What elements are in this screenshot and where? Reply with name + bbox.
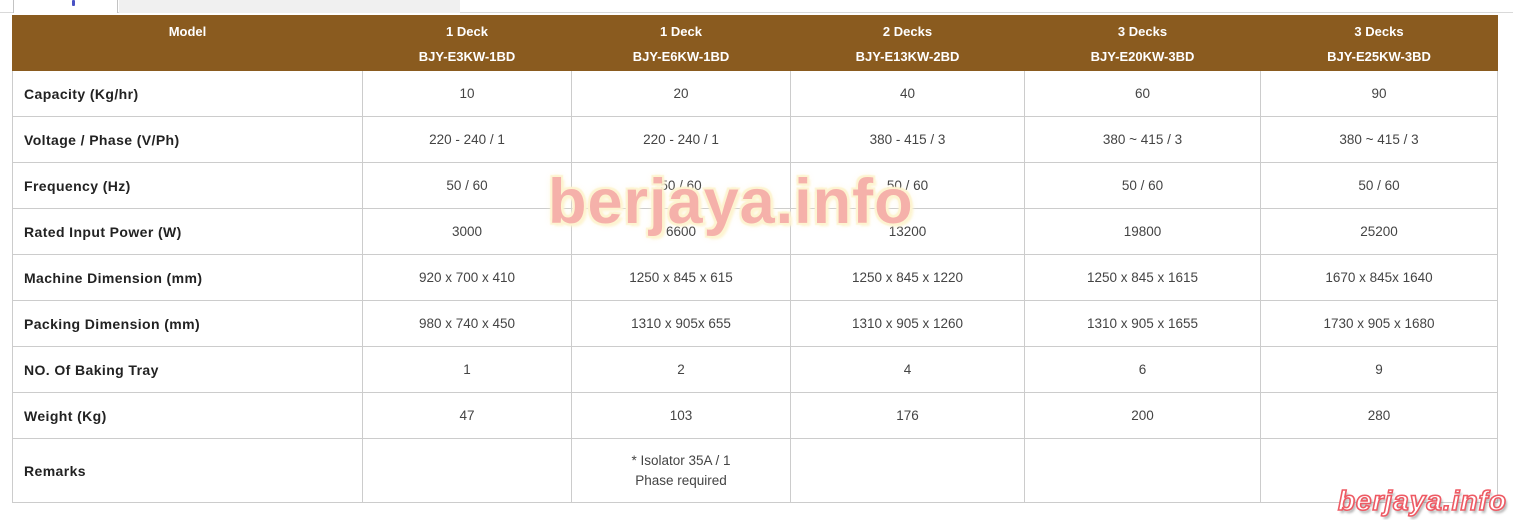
table-row-weight: Weight (Kg) 47 103 176 200 280	[12, 392, 1498, 439]
spec-cell: 2	[571, 346, 791, 393]
table-row-frequency: Frequency (Hz) 50 / 60 50 / 60 50 / 60 5…	[12, 162, 1498, 209]
deck-count: 3 Decks	[1354, 24, 1404, 39]
spec-cell: 1730 x 905 x 1680	[1260, 300, 1498, 347]
spec-cell: 90	[1260, 70, 1498, 117]
spec-cell: 13200	[790, 208, 1025, 255]
header-column-4: 3 Decks BJY-E20KW-3BD	[1024, 15, 1261, 71]
spec-cell: 50 / 60	[1024, 162, 1261, 209]
spec-cell: 920 x 700 x 410	[362, 254, 572, 301]
spec-cell: 4	[790, 346, 1025, 393]
spec-cell: 200	[1024, 392, 1261, 439]
spec-cell: 103	[571, 392, 791, 439]
spec-cell	[362, 438, 572, 503]
active-tab-label-fragment	[72, 0, 75, 6]
spec-cell: 1250 x 845 x 1220	[790, 254, 1025, 301]
row-label: Weight (Kg)	[12, 392, 363, 439]
tab-bar	[0, 0, 1513, 13]
model-number: BJY-E13KW-2BD	[855, 49, 960, 64]
row-label: Packing Dimension (mm)	[12, 300, 363, 347]
spec-cell: 1	[362, 346, 572, 393]
spec-cell: 50 / 60	[362, 162, 572, 209]
table-row-baking-tray: NO. Of Baking Tray 1 2 4 6 9	[12, 346, 1498, 393]
header-column-2: 1 Deck BJY-E6KW-1BD	[571, 15, 791, 71]
table-row-packing-dimension: Packing Dimension (mm) 980 x 740 x 450 1…	[12, 300, 1498, 347]
deck-count: 1 Deck	[446, 24, 488, 39]
header-column-1: 1 Deck BJY-E3KW-1BD	[362, 15, 572, 71]
spec-cell: 10	[362, 70, 572, 117]
deck-count: 1 Deck	[660, 24, 702, 39]
spec-cell: 1250 x 845 x 1615	[1024, 254, 1261, 301]
spec-cell	[790, 438, 1025, 503]
spec-cell: 220 - 240 / 1	[362, 116, 572, 163]
spec-cell: 980 x 740 x 450	[362, 300, 572, 347]
spec-cell: 380 ~ 415 / 3	[1260, 116, 1498, 163]
spec-cell: 20	[571, 70, 791, 117]
spec-table: Model 1 Deck BJY-E3KW-1BD 1 Deck BJY-E6K…	[12, 15, 1498, 503]
inactive-tab-strip	[119, 0, 460, 13]
spec-cell: 47	[362, 392, 572, 439]
table-row-remarks: Remarks * Isolator 35A / 1 Phase require…	[12, 438, 1498, 503]
spec-cell: * Isolator 35A / 1 Phase required	[571, 438, 791, 503]
spec-cell: 50 / 60	[790, 162, 1025, 209]
deck-count: 3 Decks	[1117, 24, 1168, 39]
spec-cell: 1250 x 845 x 615	[571, 254, 791, 301]
row-label: Voltage / Phase (V/Ph)	[12, 116, 363, 163]
spec-cell: 176	[790, 392, 1025, 439]
header-model-label: Model	[12, 15, 363, 71]
model-number: BJY-E25KW-3BD	[1327, 49, 1431, 64]
spec-cell: 1670 x 845x 1640	[1260, 254, 1498, 301]
table-row-voltage: Voltage / Phase (V/Ph) 220 - 240 / 1 220…	[12, 116, 1498, 163]
spec-cell: 380 - 415 / 3	[790, 116, 1025, 163]
model-heading: Model	[168, 24, 207, 39]
site-badge-watermark: berjaya.info	[1337, 484, 1507, 517]
model-number: BJY-E3KW-1BD	[418, 49, 516, 64]
spec-cell	[1260, 438, 1498, 503]
row-label: NO. Of Baking Tray	[12, 346, 363, 393]
table-row-rated-power: Rated Input Power (W) 3000 6600 13200 19…	[12, 208, 1498, 255]
model-number: BJY-E6KW-1BD	[632, 49, 730, 64]
row-label: Remarks	[12, 438, 363, 503]
spec-cell: 3000	[362, 208, 572, 255]
spec-cell: 50 / 60	[571, 162, 791, 209]
spec-cell: 25200	[1260, 208, 1498, 255]
deck-count: 2 Decks	[882, 24, 933, 39]
spec-cell	[1024, 438, 1261, 503]
spec-cell: 6600	[571, 208, 791, 255]
row-label: Machine Dimension (mm)	[12, 254, 363, 301]
header-row: Model 1 Deck BJY-E3KW-1BD 1 Deck BJY-E6K…	[12, 15, 1498, 71]
row-label: Rated Input Power (W)	[12, 208, 363, 255]
row-label: Capacity (Kg/hr)	[12, 70, 363, 117]
spec-cell: 220 - 240 / 1	[571, 116, 791, 163]
active-tab[interactable]	[13, 0, 118, 13]
spec-cell: 50 / 60	[1260, 162, 1498, 209]
spec-cell: 6	[1024, 346, 1261, 393]
model-number: BJY-E20KW-3BD	[1090, 49, 1195, 64]
spec-cell: 60	[1024, 70, 1261, 117]
spec-cell: 1310 x 905x 655	[571, 300, 791, 347]
header-column-5: 3 Decks BJY-E25KW-3BD	[1260, 15, 1498, 71]
table-row-machine-dimension: Machine Dimension (mm) 920 x 700 x 410 1…	[12, 254, 1498, 301]
spec-cell: 1310 x 905 x 1655	[1024, 300, 1261, 347]
spec-cell: 280	[1260, 392, 1498, 439]
spec-cell: 19800	[1024, 208, 1261, 255]
table-row-capacity: Capacity (Kg/hr) 10 20 40 60 90	[12, 70, 1498, 117]
spec-cell: 1310 x 905 x 1260	[790, 300, 1025, 347]
header-column-3: 2 Decks BJY-E13KW-2BD	[790, 15, 1025, 71]
spec-cell: 40	[790, 70, 1025, 117]
spec-cell: 380 ~ 415 / 3	[1024, 116, 1261, 163]
row-label: Frequency (Hz)	[12, 162, 363, 209]
spec-cell: 9	[1260, 346, 1498, 393]
